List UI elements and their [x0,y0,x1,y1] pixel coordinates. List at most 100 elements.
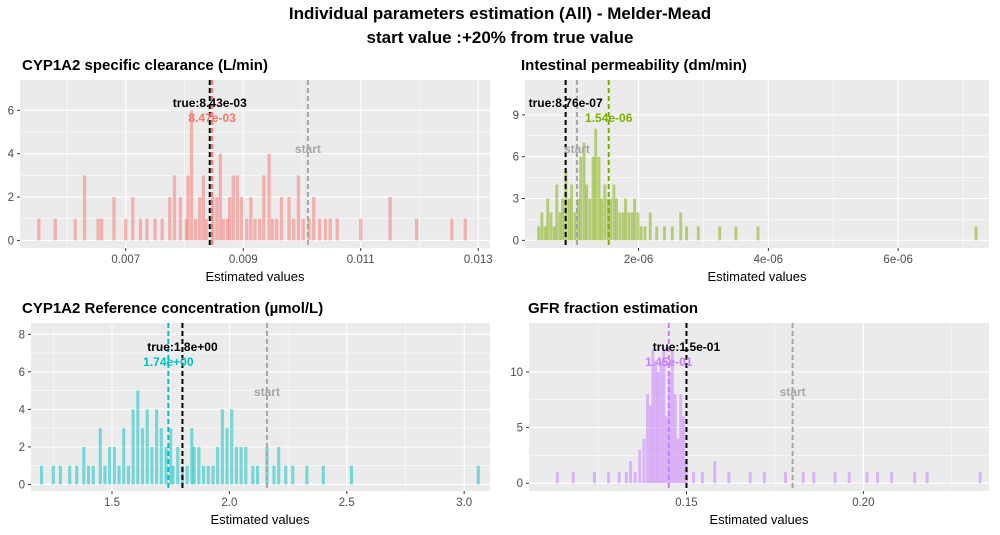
histogram-bar [225,218,230,241]
histogram-bar [159,428,163,485]
histogram-bar [131,197,135,241]
histogram-bar [145,409,149,485]
histogram-bar [253,218,257,241]
histogram-bar [659,360,663,484]
histogram-bar [168,197,172,241]
histogram-bar [160,218,164,241]
histogram-bar [696,226,700,241]
histogram-bar [573,212,577,241]
histogram-bar [185,465,189,485]
histogram-bar [228,197,232,241]
histogram-bar [75,465,79,485]
histogram-bar [91,465,95,485]
y-tick-label: 2 [8,192,14,204]
histogram-bar [847,472,851,484]
histogram-bar [138,218,143,241]
histogram-bar [756,226,760,241]
reference-lines [564,80,610,248]
histogram-bar [684,460,688,484]
histogram-bar [656,371,660,484]
histogram-bar [564,170,568,241]
histogram-bar [307,218,311,241]
histogram-bar [642,438,646,484]
histogram-bar [579,156,583,241]
histogram-bar [230,409,234,485]
histogram-bar [552,226,556,241]
histogram-bar [630,212,634,241]
panel-gfr-fraction: GFR fraction estimation 0.15 0.20 0 5 10 tru… [510,300,989,527]
panel-title: GFR fraction estimation [528,300,698,317]
histogram-bar [221,218,225,241]
histogram-bar [571,472,575,484]
histogram-bar [713,460,717,484]
histogram-bar [812,472,816,484]
histogram-bar [96,218,100,241]
histogram-bar [153,218,157,241]
histogram-bar [328,218,332,241]
figure-title-line2: start value :+20% from true value [367,28,634,47]
histogram-bar [833,472,837,484]
histogram-bar [108,446,112,485]
histogram-bar [748,472,752,484]
histogram-bar [323,218,328,241]
histogram-bar [201,175,205,241]
panel-cyp1a2-reference-concentration: CYP1A2 Reference concentration (µmol/L) … [19,300,490,527]
histogram-bar [734,226,738,241]
panel-title: CYP1A2 specific clearance (L/min) [22,57,268,74]
figure-title-line1: Individual parameters estimation (All) -… [289,4,711,23]
histogram-bar [202,465,206,485]
histogram-bar [615,198,618,241]
x-axis-label: Estimated values [708,269,807,284]
histogram-bar [555,184,559,241]
y-tick-label: 0 [8,235,14,247]
y-tick-label: 5 [517,423,523,435]
histogram-bar [317,218,322,241]
histogram-bar [654,360,658,484]
histogram-bar [312,197,316,241]
histogram-bar [685,226,689,241]
histogram-bar [40,465,44,485]
true-value-label: true:1.8e+00 [147,340,218,354]
histogram-bar [172,175,177,241]
histogram-bar [235,175,240,241]
axis-ticks: 2e-06 4e-06 6e-06 0 3 6 9 [513,110,913,266]
y-tick-label: 8 [19,329,25,341]
histogram-bar [136,390,140,485]
histogram-bar [145,218,149,241]
histogram-bar [239,197,244,241]
histogram-bar [100,218,104,241]
histogram-bar [651,349,655,484]
histogram-bar [627,212,631,241]
histogram-bar [216,446,220,485]
histogram-bar [585,184,589,241]
histogram-bar [231,175,235,241]
start-label: start [564,142,590,156]
histogram-bar [301,218,305,241]
histogram-bar [618,212,622,241]
histogram-bar [646,394,650,484]
histogram-bar [258,218,262,241]
grid-lines [31,323,490,491]
histogram-bar [662,349,666,484]
histogram-bar [600,198,604,241]
histogram-bar [249,197,253,241]
axis-ticks: 0.15 0.20 0 5 10 [510,367,874,509]
histogram-bar [629,460,633,484]
histogram-bar [890,472,894,484]
histogram-bar [349,465,354,485]
histogram-bar [643,226,647,241]
panel-intestinal-permeability: Intestinal permeability (dm/min) 2e-06 4e… [513,57,989,284]
y-tick-label: 4 [8,149,15,161]
histogram-bars [537,128,978,241]
histogram-bar [225,428,229,485]
histogram-bar [256,465,260,485]
histogram-bar [194,218,198,241]
x-tick-label: 2e-06 [624,254,653,266]
histogram-bar [588,198,592,241]
histogram-bar [561,198,565,241]
histogram-bar [543,226,547,241]
histogram-bar [267,153,271,241]
histogram-bar [636,212,640,241]
histogram-bar [633,198,637,241]
